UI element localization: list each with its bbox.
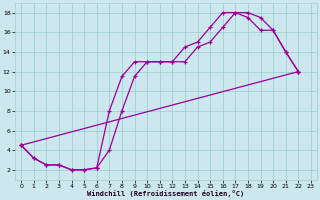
X-axis label: Windchill (Refroidissement éolien,°C): Windchill (Refroidissement éolien,°C) [87,190,245,197]
